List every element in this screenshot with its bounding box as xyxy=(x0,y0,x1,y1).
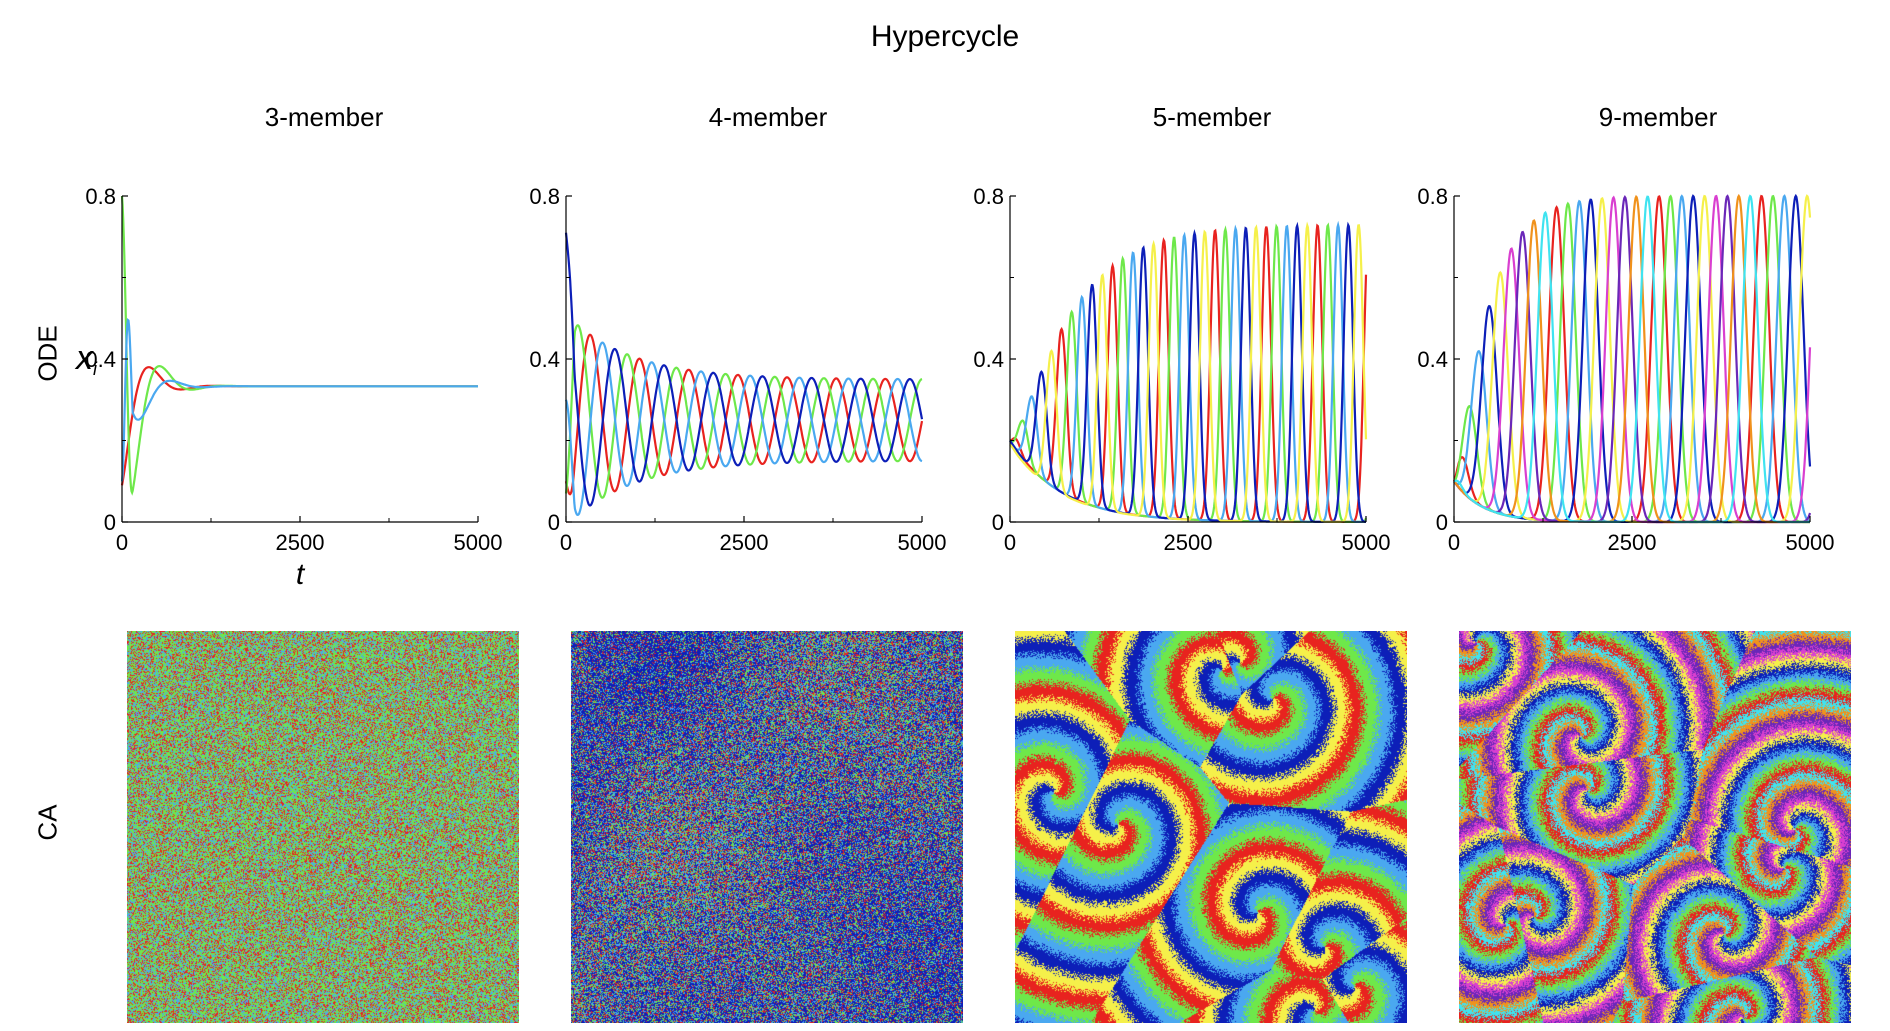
y-tick-label: 0.4 xyxy=(1417,347,1448,372)
y-tick-label: 0 xyxy=(548,510,560,535)
x-tick-label: 2500 xyxy=(1608,530,1657,555)
series-line-darkblue xyxy=(564,232,924,507)
series-line-lightblue xyxy=(120,317,478,482)
plot-area xyxy=(564,232,924,517)
column-title-4-member: 4-member xyxy=(708,102,828,132)
ode-chart-4-member: 0 0.4 0.8 0 2500 5000 xyxy=(529,184,947,555)
column-title-9-member: 9-member xyxy=(1598,102,1718,132)
x-tick-label: 0 xyxy=(116,530,128,555)
x-tick-label: 5000 xyxy=(454,530,503,555)
ode-chart-3-member: 0 0.4 0.8 0 2500 5000 t xi xyxy=(74,184,503,590)
y-tick-label: 0 xyxy=(1436,510,1448,535)
series-line-lightblue xyxy=(564,341,923,517)
series-line-orange xyxy=(1453,193,1810,524)
x-tick-label: 5000 xyxy=(898,530,947,555)
y-tick-label: 0.8 xyxy=(529,184,560,209)
x-tick-label: 0 xyxy=(1004,530,1016,555)
y-tick-label: 0 xyxy=(104,510,116,535)
ode-chart-9-member: 0 0.4 0.8 0 2500 5000 xyxy=(1417,184,1835,555)
y-tick-label: 0.8 xyxy=(1417,184,1448,209)
series-line-red xyxy=(120,366,478,486)
figure-title: Hypercycle xyxy=(870,20,1020,53)
plot-area xyxy=(120,195,478,496)
column-title-3-member: 3-member xyxy=(264,102,384,132)
ca-panel-9-member xyxy=(1459,631,1851,1023)
y-axis-label-subscript: i xyxy=(93,359,98,379)
ca-panel-4-member xyxy=(571,631,963,1023)
column-title-5-member: 5-member xyxy=(1152,102,1272,132)
ca-panel-3-member xyxy=(127,631,519,1023)
x-tick-label: 2500 xyxy=(720,530,769,555)
ode-chart-5-member: 0 0.4 0.8 0 2500 5000 xyxy=(973,184,1391,555)
x-tick-label: 5000 xyxy=(1342,530,1391,555)
x-tick-label: 0 xyxy=(560,530,572,555)
row-label-ca: CA xyxy=(32,804,63,841)
plot-area xyxy=(1453,193,1812,524)
x-tick-label: 5000 xyxy=(1786,530,1835,555)
x-tick-label: 2500 xyxy=(276,530,325,555)
series-line-cyan xyxy=(1453,194,1810,524)
series-line-yellow xyxy=(1009,221,1368,523)
series-line-green xyxy=(564,324,923,499)
y-tick-label: 0.8 xyxy=(85,184,116,209)
y-tick-label: 0.4 xyxy=(973,347,1004,372)
x-tick-label: 0 xyxy=(1448,530,1460,555)
series-line-green xyxy=(120,195,478,496)
series-line-purple xyxy=(1453,194,1812,524)
y-axis-label: xi xyxy=(74,339,98,379)
y-tick-label: 0 xyxy=(992,510,1004,535)
plot-area xyxy=(1009,220,1368,523)
y-tick-label: 0.4 xyxy=(529,347,560,372)
x-tick-label: 2500 xyxy=(1164,530,1213,555)
y-tick-label: 0.8 xyxy=(973,184,1004,209)
row-label-ode: ODE xyxy=(32,325,63,382)
ca-panel-5-member xyxy=(1015,631,1407,1023)
y-tick-label: 0.4 xyxy=(85,347,116,372)
x-axis-label: t xyxy=(296,558,306,590)
